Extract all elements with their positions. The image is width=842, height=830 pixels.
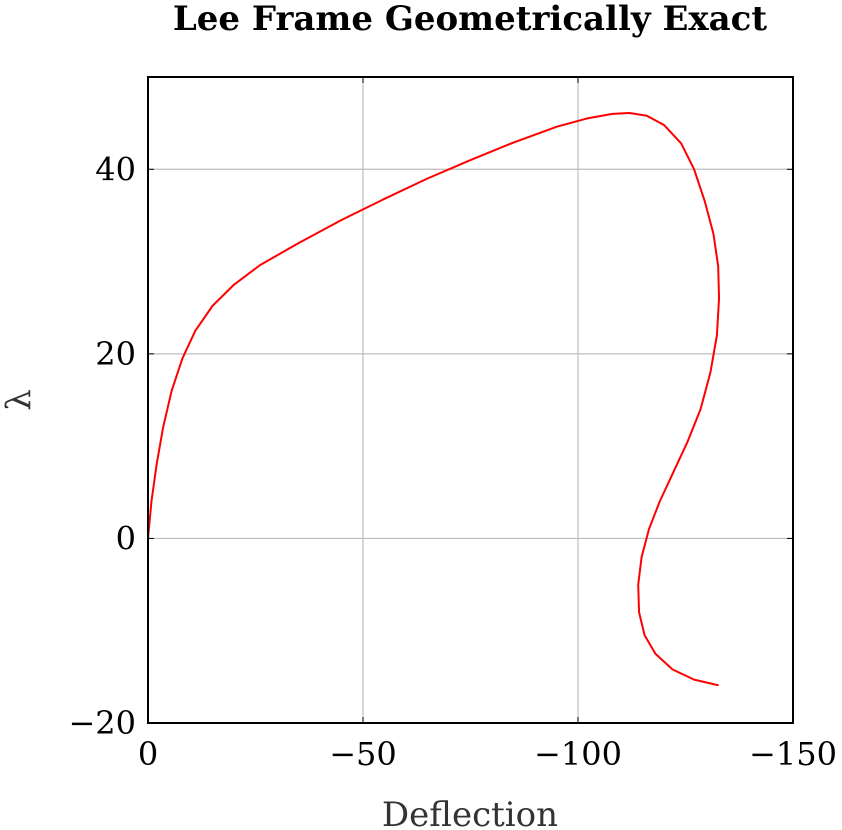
x-tick-label: −100: [534, 735, 622, 773]
axis-frame: [147, 76, 794, 724]
x-tick-label: −50: [329, 735, 397, 773]
y-axis-label: λ: [0, 389, 39, 411]
x-tick-label: 0: [138, 735, 158, 773]
chart-title: Lee Frame Geometrically Exact: [173, 0, 767, 39]
x-axis-label: Deflection: [382, 795, 558, 830]
x-tick-label: −150: [749, 735, 837, 773]
series-line: [147, 111, 721, 687]
plot-series: [147, 111, 721, 687]
y-tick-label: 40: [95, 150, 136, 188]
y-tick-label: −20: [68, 704, 136, 742]
y-tick-label: 0: [116, 519, 136, 557]
y-tick-label: 20: [95, 335, 136, 373]
